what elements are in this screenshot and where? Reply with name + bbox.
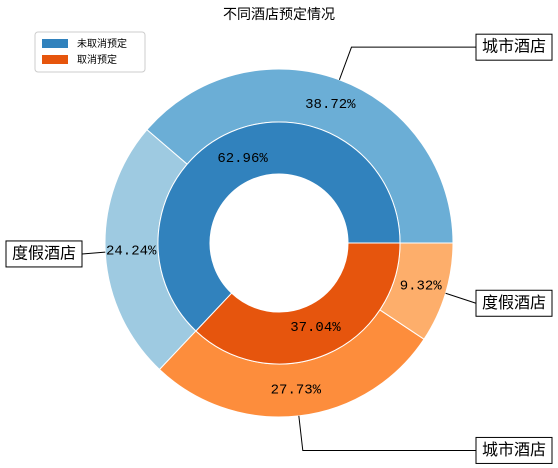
callout-line [445, 292, 477, 304]
category-label: 度假酒店 [12, 243, 76, 262]
chart-title: 不同酒店预定情况 [223, 7, 335, 23]
category-label: 度假酒店 [482, 293, 546, 312]
category-label: 城市酒店 [482, 37, 546, 56]
value-label: 38.72% [305, 97, 356, 113]
value-label: 37.04% [290, 320, 341, 336]
value-label: 9.32% [400, 278, 443, 294]
legend-swatch [42, 39, 68, 48]
value-label: 27.73% [271, 383, 322, 399]
wedge [157, 121, 401, 332]
value-label: 62.96% [217, 151, 268, 167]
legend-box [34, 31, 146, 73]
callout-box [475, 436, 553, 464]
callout-box [475, 289, 553, 317]
callout-line [298, 415, 476, 451]
callout-line [338, 46, 476, 80]
value-label: 24.24% [106, 243, 157, 259]
callout-box [475, 33, 553, 61]
callout-box [5, 240, 83, 268]
legend-swatch [42, 55, 68, 64]
callout-line [81, 251, 106, 255]
category-label: 城市酒店 [482, 440, 546, 459]
legend-label: 取消预定 [77, 53, 117, 66]
legend-label: 未取消预定 [77, 37, 127, 50]
wedge [195, 242, 401, 365]
